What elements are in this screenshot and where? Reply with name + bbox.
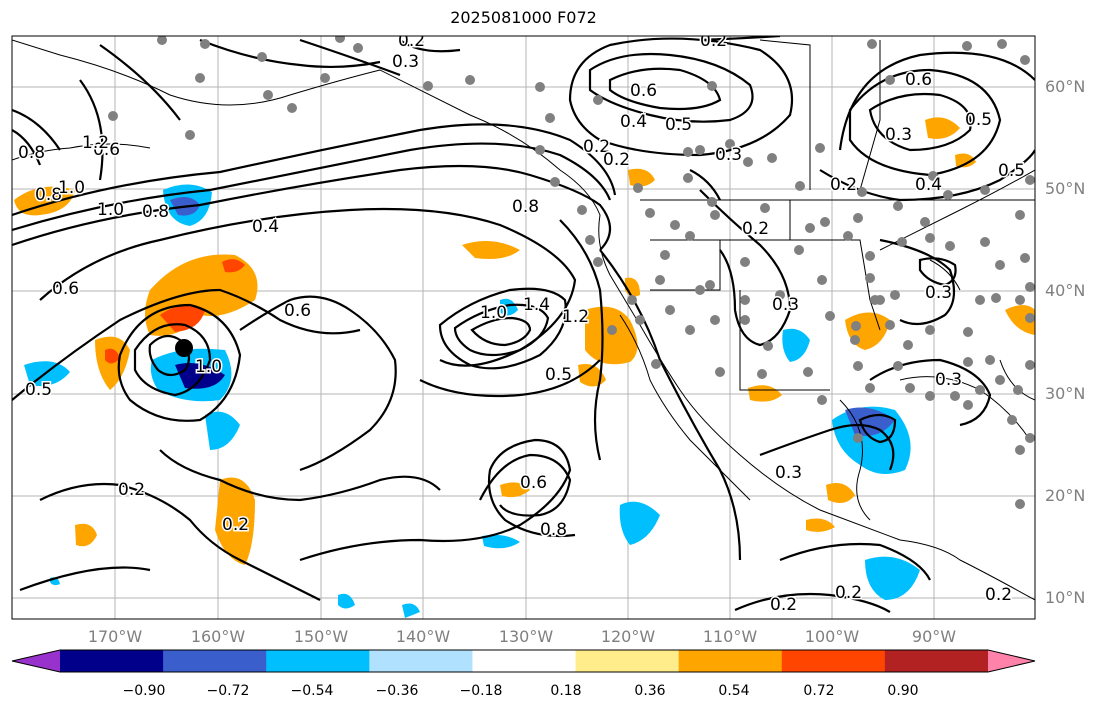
contour-label: 1.0 xyxy=(97,200,124,220)
colorbar-extend-max xyxy=(988,650,1035,672)
colorbar-segment xyxy=(781,650,886,672)
map-title: 2025081000 F072 xyxy=(450,8,597,27)
contour-label: 0.5 xyxy=(25,380,52,400)
contour-label: 0.4 xyxy=(252,217,279,237)
colorbar-segment xyxy=(575,650,680,672)
contour-label: 0.2 xyxy=(835,583,862,603)
contour-label: 0.4 xyxy=(620,112,647,132)
lat-label-10n: 10°N xyxy=(1045,588,1086,607)
lon-label-100w: 100°W xyxy=(804,627,860,646)
colorbar-extend-min xyxy=(12,650,60,672)
contour-label: 0.2 xyxy=(398,31,425,51)
contour-label: 1.0 xyxy=(195,357,222,377)
contour-label: 0.2 xyxy=(700,31,727,51)
storm-center-marker xyxy=(175,339,193,357)
lon-label-120w: 120°W xyxy=(600,627,656,646)
contour-label: 0.3 xyxy=(715,145,742,165)
contour-label: 0.6 xyxy=(284,301,311,321)
contour-label-group: 0.20.30.20.60.8 1.20.81.01.0 0.80.40.60.6 1… xyxy=(17,31,1027,617)
colorbar-tick-label: 0.72 xyxy=(803,683,835,699)
contour-label: 0.6 xyxy=(52,279,79,299)
contour-label: 0.3 xyxy=(772,295,799,315)
colorbar xyxy=(11,649,1036,673)
lon-label-150w: 150°W xyxy=(293,627,349,646)
colorbar-segment xyxy=(163,650,267,672)
contour-label: 1.4 xyxy=(523,295,550,315)
contour-label: 1.2 xyxy=(562,307,589,327)
contour-label: 1.0 xyxy=(480,303,507,323)
lon-label-160w: 160°W xyxy=(190,627,246,646)
colorbar-tick-label: −0.72 xyxy=(206,683,250,699)
lat-label-60n: 60°N xyxy=(1045,77,1086,96)
contour-label: 0.2 xyxy=(985,585,1012,605)
contour-label: 0.5 xyxy=(545,365,572,385)
contour-label: 0.6 xyxy=(520,473,547,493)
lat-label-40n: 40°N xyxy=(1045,281,1086,300)
colorbar-outline xyxy=(11,649,1036,673)
lat-label-50n: 50°N xyxy=(1045,179,1086,198)
colorbar-segment xyxy=(678,650,783,672)
lon-label-110w: 110°W xyxy=(702,627,758,646)
contour-label: 0.6 xyxy=(630,81,657,101)
contour-label: 0.3 xyxy=(775,463,802,483)
colorbar-segment xyxy=(884,650,989,672)
contour-label: 0.2 xyxy=(583,137,610,157)
colorbar-segment xyxy=(369,650,473,672)
colorbar-tick-label: −0.36 xyxy=(375,683,419,699)
lat-label-20n: 20°N xyxy=(1045,486,1086,505)
contour-label: 0.8 xyxy=(18,143,45,163)
lon-label-140w: 140°W xyxy=(395,627,451,646)
contour-label: 0.3 xyxy=(925,283,952,303)
contour-label: 0.3 xyxy=(885,125,912,145)
contour-label: 0.4 xyxy=(915,175,942,195)
contour-label: 0.5 xyxy=(998,161,1025,181)
colorbar-tick-label: 0.54 xyxy=(718,683,750,699)
contour-label: 0.8 xyxy=(35,185,62,205)
contour-label: 0.5 xyxy=(665,115,692,135)
lon-label-130w: 130°W xyxy=(498,627,554,646)
colorbar-segment xyxy=(472,650,577,672)
contour-label: 0.2 xyxy=(770,595,797,615)
contour-label: 0.2 xyxy=(603,150,630,170)
station-markers xyxy=(108,36,1035,509)
lat-label-30n: 30°N xyxy=(1045,384,1086,403)
contour-label: 0.2 xyxy=(742,219,769,239)
contour-label: 0.2 xyxy=(118,480,145,500)
contour-label: 0.3 xyxy=(935,370,962,390)
colorbar-segment xyxy=(266,650,370,672)
contour-label: 0.2 xyxy=(830,175,857,195)
contour-label: 0.8 xyxy=(512,197,539,217)
contour-label: 1.0 xyxy=(58,178,85,198)
colorbar-tick-label: 0.36 xyxy=(634,683,666,699)
contour-label: 0.8 xyxy=(142,202,169,222)
colorbar-tick-label: −0.18 xyxy=(459,683,503,699)
contour-label: 0.2 xyxy=(222,515,249,535)
lon-label-170w: 170°W xyxy=(87,627,143,646)
colorbar-tick-label: −0.54 xyxy=(290,683,334,699)
lon-label-90w: 90°W xyxy=(911,627,957,646)
contour-label: 0.8 xyxy=(540,520,567,540)
colorbar-segment xyxy=(60,650,164,672)
contour-label: 0.5 xyxy=(965,110,992,130)
contour-label: 1.2 xyxy=(82,133,109,153)
colorbar-tick-label: 0.18 xyxy=(550,683,582,699)
map-frame xyxy=(11,35,1036,620)
colorbar-tick-label: 0.90 xyxy=(887,683,919,699)
contour-label: 0.6 xyxy=(93,140,120,160)
contour-label: 0.3 xyxy=(392,52,419,72)
contours xyxy=(12,36,1035,613)
colorbar-tick-label: −0.90 xyxy=(122,683,166,699)
contour-label: 0.6 xyxy=(905,70,932,90)
shaded-anomalies xyxy=(14,117,1035,618)
